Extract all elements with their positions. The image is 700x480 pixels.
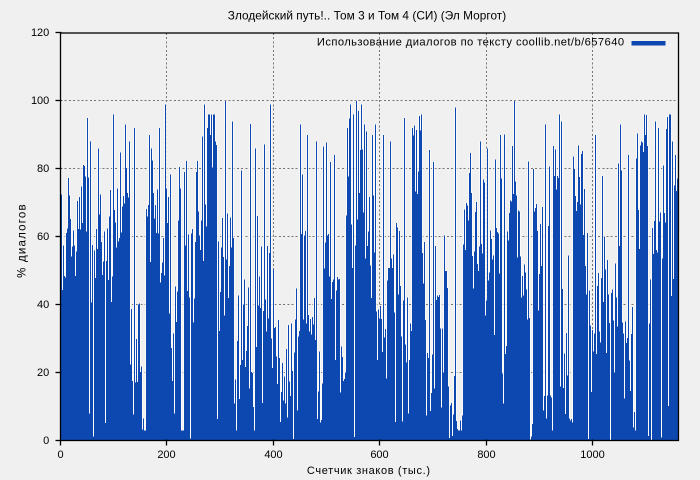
svg-text:Злодейский путь!.. Том 3 и Том: Злодейский путь!.. Том 3 и Том 4 (СИ) (Э…	[228, 8, 506, 22]
svg-text:200: 200	[157, 449, 175, 461]
svg-text:Счетчик знаков (тыс.): Счетчик знаков (тыс.)	[307, 465, 431, 477]
svg-text:% диалогов: % диалогов	[17, 203, 29, 278]
svg-text:40: 40	[37, 299, 49, 311]
svg-text:20: 20	[37, 367, 49, 379]
svg-text:120: 120	[31, 27, 49, 39]
svg-text:60: 60	[37, 231, 49, 243]
svg-text:800: 800	[477, 449, 495, 461]
svg-text:80: 80	[37, 163, 49, 175]
svg-text:600: 600	[370, 449, 388, 461]
svg-text:0: 0	[57, 449, 63, 461]
svg-text:100: 100	[31, 95, 49, 107]
svg-text:Использование диалогов по текс: Использование диалогов по тексту coollib…	[317, 37, 625, 49]
svg-text:0: 0	[43, 435, 49, 447]
svg-text:1000: 1000	[580, 449, 604, 461]
svg-text:400: 400	[264, 449, 282, 461]
